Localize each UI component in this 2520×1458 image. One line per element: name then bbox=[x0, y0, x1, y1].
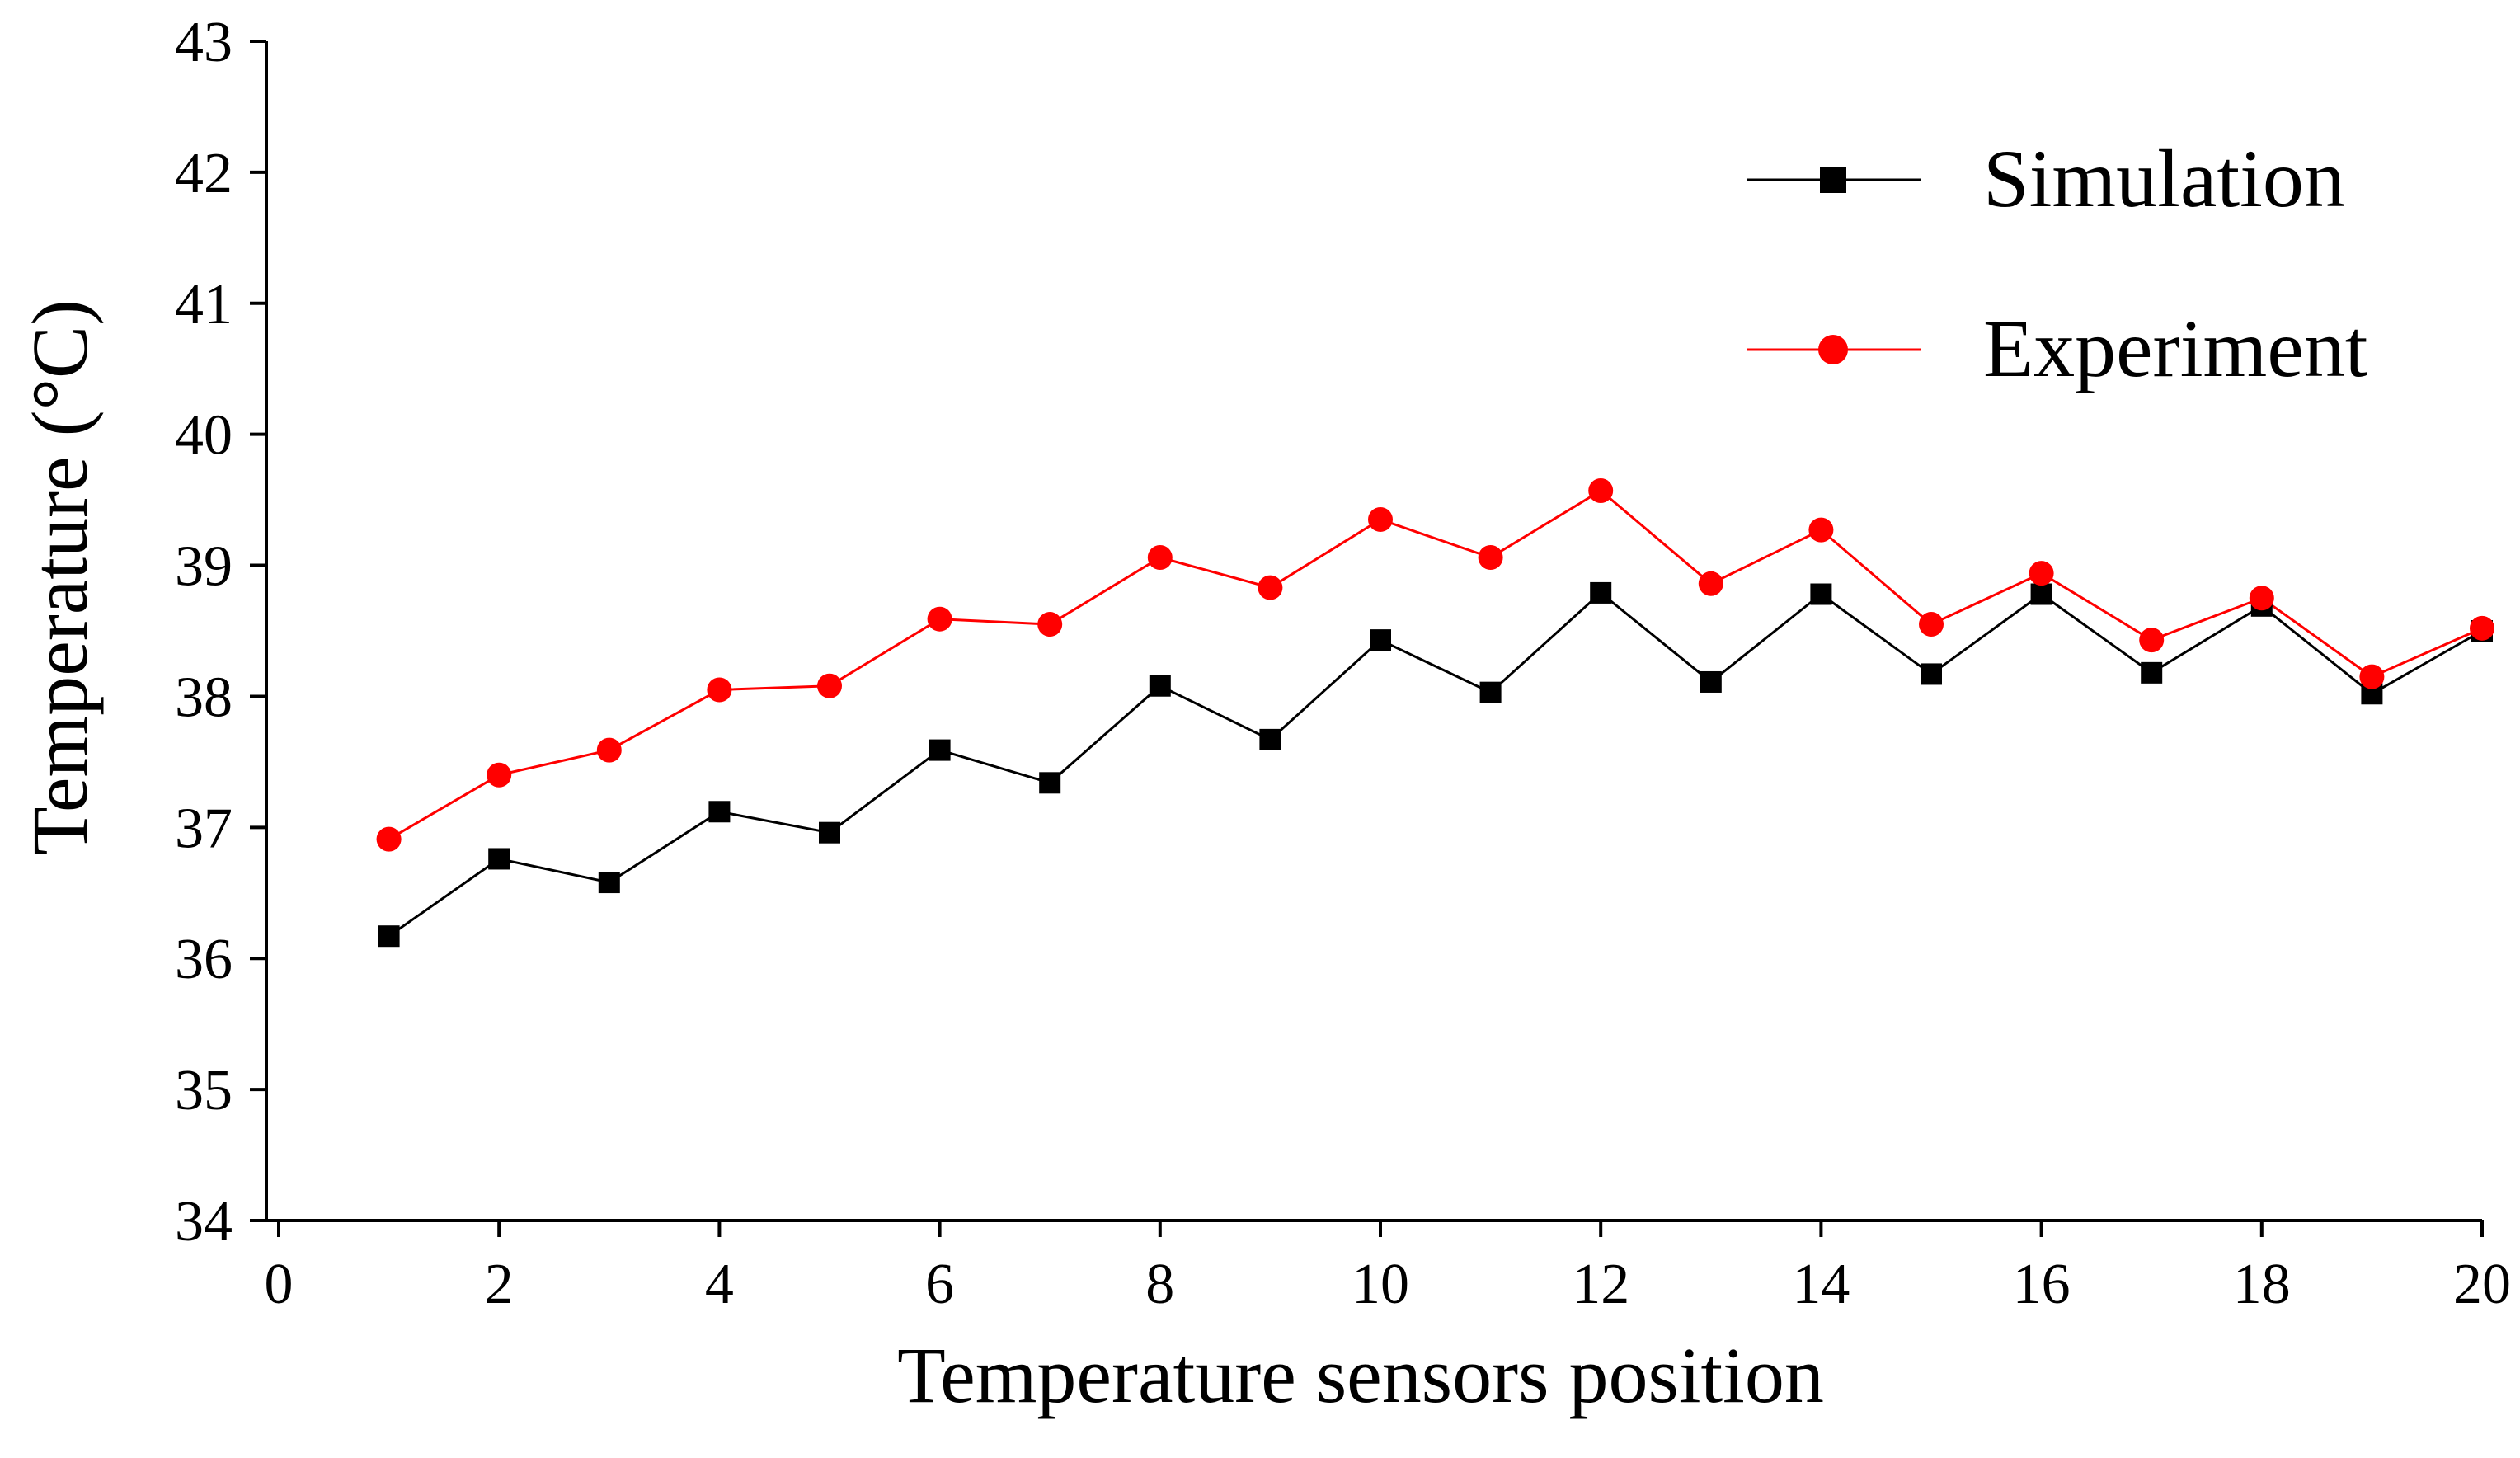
data-point-simulation bbox=[708, 801, 731, 823]
legend-label-experiment: Experiment bbox=[1983, 303, 2368, 394]
data-point-experiment bbox=[487, 762, 512, 788]
data-point-simulation bbox=[1370, 629, 1391, 651]
data-point-experiment bbox=[1258, 575, 1283, 600]
data-point-simulation bbox=[929, 739, 951, 761]
x-tick-label: 12 bbox=[1572, 1253, 1629, 1316]
data-point-experiment bbox=[927, 606, 952, 632]
data-point-simulation bbox=[1149, 675, 1171, 697]
data-point-simulation bbox=[819, 821, 840, 844]
data-point-experiment bbox=[376, 826, 402, 852]
data-point-simulation bbox=[598, 872, 620, 894]
series-line-simulation bbox=[388, 590, 2483, 938]
data-point-simulation bbox=[1921, 663, 1942, 685]
x-tick-label: 16 bbox=[2013, 1253, 2071, 1316]
x-tick-label: 2 bbox=[485, 1253, 514, 1316]
legend-marker-experiment bbox=[1818, 335, 1848, 364]
x-tick-label: 14 bbox=[1792, 1253, 1850, 1316]
series-line-experiment bbox=[388, 489, 2483, 840]
data-point-experiment bbox=[2470, 615, 2494, 641]
x-tick-label: 6 bbox=[925, 1253, 954, 1316]
data-point-experiment bbox=[1368, 506, 1393, 532]
y-tick-label: 38 bbox=[175, 666, 233, 729]
data-point-simulation bbox=[1810, 583, 1832, 605]
y-tick-label: 39 bbox=[175, 535, 233, 599]
data-point-simulation bbox=[1039, 772, 1061, 794]
axes bbox=[265, 41, 2482, 1222]
data-point-simulation bbox=[2141, 661, 2163, 684]
data-point-experiment bbox=[596, 737, 622, 763]
x-tick-label: 4 bbox=[705, 1253, 734, 1316]
data-point-simulation bbox=[1590, 581, 1612, 604]
legend: Simulation Experiment bbox=[1747, 133, 2368, 394]
y-tick-label: 34 bbox=[175, 1190, 233, 1253]
data-point-experiment bbox=[2359, 664, 2385, 689]
y-tick-label: 40 bbox=[175, 404, 233, 468]
data-point-simulation bbox=[378, 925, 400, 948]
data-point-simulation bbox=[488, 848, 510, 870]
x-tick-label: 18 bbox=[2233, 1253, 2291, 1316]
data-point-simulation bbox=[1700, 670, 1722, 693]
legend-label-simulation: Simulation bbox=[1983, 133, 2345, 224]
data-point-experiment bbox=[2029, 561, 2054, 586]
y-tick-label: 35 bbox=[175, 1059, 233, 1122]
data-point-experiment bbox=[1037, 612, 1063, 637]
x-axis-title: Temperature sensors position bbox=[897, 1331, 1824, 1419]
data-point-experiment bbox=[1919, 612, 1944, 637]
x-tick-label: 8 bbox=[1145, 1253, 1174, 1316]
data-point-experiment bbox=[1698, 571, 1723, 596]
x-tick-label: 10 bbox=[1352, 1253, 1409, 1316]
legend-marker-simulation bbox=[1820, 167, 1846, 193]
data-point-experiment bbox=[1478, 545, 1503, 571]
data-point-simulation bbox=[1479, 681, 1502, 703]
series-layer bbox=[376, 477, 2494, 948]
data-point-simulation bbox=[1259, 728, 1281, 750]
data-point-experiment bbox=[707, 677, 732, 703]
y-tick-label: 41 bbox=[175, 273, 233, 336]
y-tick-label: 42 bbox=[175, 142, 233, 205]
y-axis-title: Temperature (°C) bbox=[16, 299, 104, 855]
y-tick-label: 37 bbox=[175, 797, 233, 860]
y-tick-label: 36 bbox=[175, 928, 233, 991]
x-tick-label: 20 bbox=[2453, 1253, 2511, 1316]
data-point-experiment bbox=[1808, 517, 1834, 543]
axis-ticks: 34 35 36 37 38 39 40 41 42 43 0 2 4 6 8 10 12 14 16 18 20 bbox=[175, 11, 2511, 1316]
data-point-experiment bbox=[1588, 477, 1614, 503]
data-point-experiment bbox=[2139, 628, 2165, 653]
data-point-simulation bbox=[2030, 583, 2052, 605]
data-point-experiment bbox=[1147, 545, 1173, 571]
data-point-experiment bbox=[2249, 586, 2274, 611]
x-tick-label: 0 bbox=[265, 1253, 294, 1316]
data-point-experiment bbox=[817, 673, 842, 698]
y-tick-label: 43 bbox=[175, 11, 233, 74]
